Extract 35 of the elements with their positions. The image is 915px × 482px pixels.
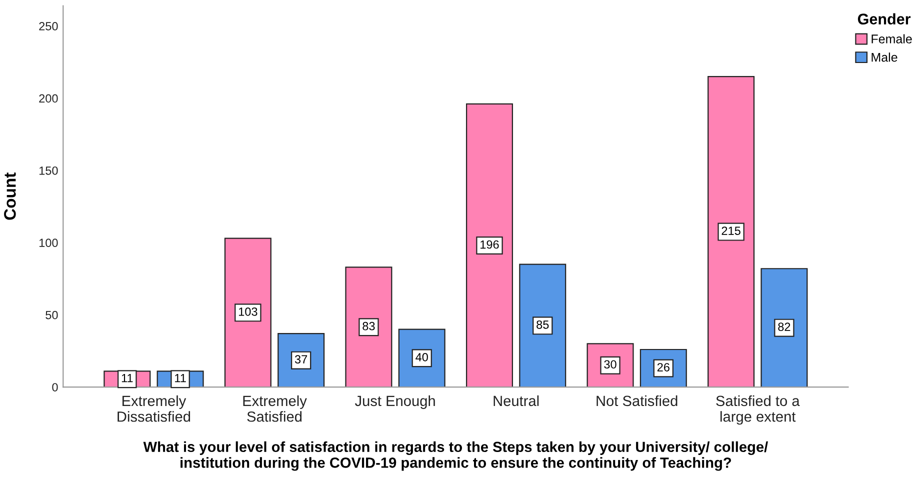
data-label: 103 <box>238 307 258 316</box>
data-label: 83 <box>362 322 375 330</box>
y-tick-label: 250 <box>39 22 58 30</box>
y-tick-label: 0 <box>52 383 58 392</box>
x-tick-label: Extremely Satisfied <box>243 395 307 422</box>
data-label: 40 <box>416 352 428 362</box>
x-tick-label: Satisfied to a large extent <box>716 395 800 425</box>
legend-label: Male <box>872 52 898 62</box>
x-tick-label: Not Satisfied <box>596 395 678 406</box>
data-label: 26 <box>657 363 670 372</box>
data-label: 11 <box>175 374 186 382</box>
bar <box>760 268 808 388</box>
bar <box>466 103 513 388</box>
y-tick-label: 200 <box>39 94 58 103</box>
bar <box>708 76 755 388</box>
data-label: 215 <box>722 226 740 235</box>
x-tick-label: Extremely Dissatisfied <box>118 395 190 422</box>
y-axis-title: Count <box>4 172 16 220</box>
data-label: 85 <box>536 320 549 329</box>
data-label: 37 <box>294 355 308 364</box>
legend-label: Female <box>872 34 912 44</box>
legend-title: Gender <box>858 13 911 25</box>
y-tick-label: 100 <box>39 238 58 248</box>
y-tick-label: 50 <box>46 310 58 320</box>
x-axis-title: What is your level of satisfaction in regards to the Steps taken by your University/ college/ institution during the COVID-19 pandemic to ensure the continuity of Teaching? <box>143 441 768 471</box>
data-label: 11 <box>122 374 133 382</box>
x-tick-label: Neutral <box>494 395 539 406</box>
data-label: 30 <box>604 360 616 369</box>
x-tick-label: Just Enough <box>354 395 435 409</box>
bar <box>345 266 392 388</box>
bar <box>519 264 566 388</box>
y-tick-label: 150 <box>39 166 58 175</box>
data-label: 196 <box>480 240 499 249</box>
bar <box>224 238 272 388</box>
data-label: 82 <box>778 322 790 332</box>
